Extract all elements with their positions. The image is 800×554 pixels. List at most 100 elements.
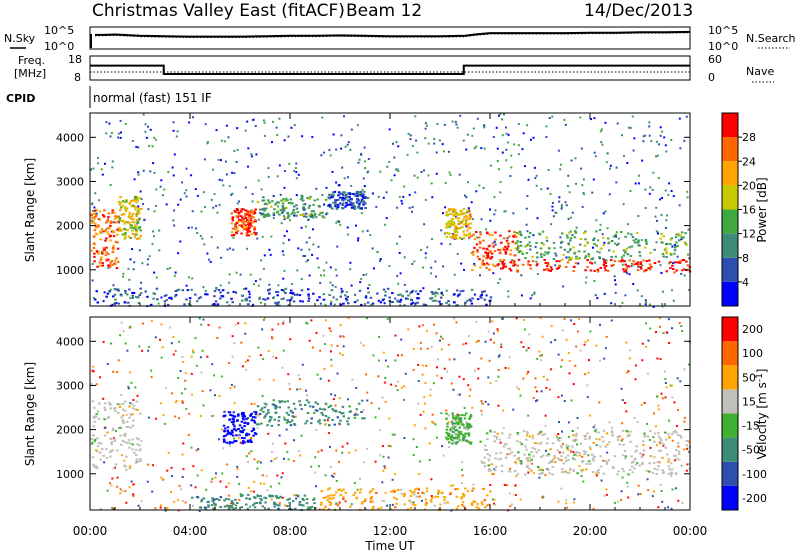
echo-point	[557, 500, 560, 503]
echo-point	[154, 507, 157, 510]
echo-point	[334, 404, 337, 407]
echo-point	[282, 289, 285, 291]
echo-point	[101, 214, 105, 217]
echo-point	[455, 211, 459, 214]
echo-point	[122, 275, 125, 278]
echo-point	[424, 256, 427, 259]
echo-point	[614, 255, 618, 258]
echo-point	[253, 502, 256, 505]
echo-point	[140, 440, 143, 443]
echo-point	[569, 248, 572, 251]
echo-point	[476, 255, 479, 258]
echo-point	[657, 506, 660, 509]
echo-point	[495, 452, 498, 455]
echo-point	[676, 409, 679, 412]
echo-point	[117, 288, 120, 291]
echo-point	[202, 318, 205, 321]
echo-point	[259, 495, 262, 497]
y-tick-label: 1000	[56, 264, 84, 277]
echo-point	[172, 129, 175, 132]
echo-point	[504, 265, 507, 268]
echo-point	[422, 266, 425, 269]
echo-point	[452, 484, 455, 487]
echo-point	[655, 425, 658, 428]
echo-point	[442, 212, 444, 215]
echo-point	[463, 435, 467, 438]
echo-point	[245, 213, 249, 216]
echo-point	[280, 289, 284, 291]
echo-point	[567, 217, 570, 220]
echo-point	[173, 274, 176, 277]
echo-point	[365, 317, 368, 320]
echo-point	[216, 246, 219, 249]
echo-point	[295, 494, 298, 497]
echo-point	[283, 170, 286, 172]
echo-point	[118, 403, 121, 406]
echo-point	[621, 422, 624, 425]
echo-point	[446, 225, 449, 228]
echo-point	[240, 426, 244, 429]
echo-point	[369, 500, 372, 503]
echo-point	[467, 426, 471, 429]
echo-point	[94, 298, 97, 301]
echo-point	[635, 445, 638, 448]
echo-point	[173, 500, 176, 503]
echo-point	[167, 452, 170, 454]
echo-point	[560, 204, 563, 207]
echo-point	[240, 341, 243, 344]
echo-point	[557, 396, 560, 399]
echo-point	[296, 269, 299, 272]
echo-point	[335, 221, 338, 224]
echo-point	[451, 422, 454, 425]
echo-point	[641, 159, 644, 162]
echo-point	[606, 269, 610, 272]
echo-point	[472, 500, 475, 503]
echo-point	[457, 393, 459, 396]
echo-point	[360, 194, 364, 197]
echo-point	[344, 294, 347, 297]
echo-point	[186, 289, 190, 292]
echo-point	[234, 231, 238, 234]
echo-point	[306, 394, 308, 397]
echo-point	[561, 232, 564, 235]
echo-point	[516, 247, 520, 249]
echo-point	[546, 252, 549, 255]
echo-point	[115, 215, 119, 218]
echo-point	[573, 251, 577, 254]
echo-point	[116, 241, 119, 244]
echo-point	[150, 319, 153, 322]
echo-point	[147, 125, 149, 128]
echo-point	[516, 440, 519, 443]
echo-point	[544, 251, 547, 254]
echo-point	[677, 453, 681, 456]
echo-point	[228, 362, 231, 364]
echo-point	[361, 193, 364, 196]
echo-point	[602, 440, 605, 443]
echo-point	[132, 292, 136, 294]
echo-point	[92, 247, 96, 249]
echo-point	[490, 472, 493, 475]
echo-point	[430, 345, 433, 348]
echo-point	[458, 426, 461, 429]
echo-point	[426, 124, 428, 127]
echo-point	[630, 262, 633, 265]
echo-point	[620, 490, 623, 493]
echo-point	[335, 479, 338, 482]
echo-point	[417, 492, 420, 494]
echo-point	[275, 356, 278, 359]
echo-point	[518, 250, 522, 253]
echo-point	[248, 224, 251, 227]
echo-point	[342, 488, 345, 491]
echo-point	[424, 508, 427, 511]
echo-point	[602, 459, 605, 462]
echo-point	[508, 235, 511, 238]
echo-point	[95, 208, 98, 211]
echo-point	[453, 273, 456, 276]
echo-point	[435, 151, 438, 154]
echo-point	[125, 207, 129, 210]
echo-point	[480, 413, 483, 416]
echo-point	[339, 295, 342, 298]
echo-point	[445, 412, 448, 415]
echo-point	[550, 268, 554, 271]
echo-point	[499, 248, 502, 251]
